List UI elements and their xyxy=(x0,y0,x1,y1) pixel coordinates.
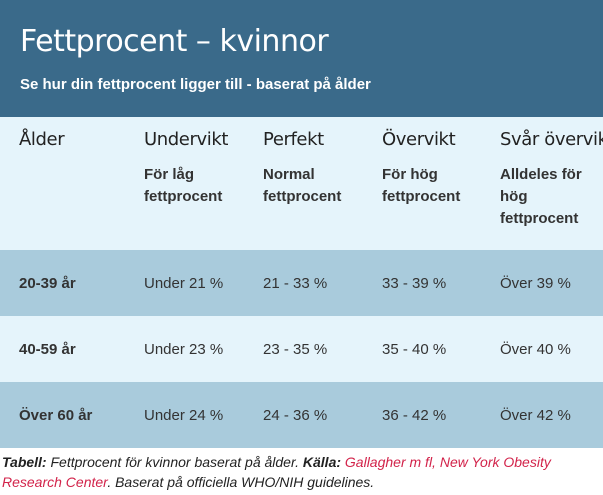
column-header-label: Undervikt xyxy=(144,129,229,150)
column-header-perfect: Perfekt Normal fettprocent xyxy=(244,117,363,250)
caption-source-tail: . Baserat på officiella WHO/NIH guidelin… xyxy=(107,474,375,490)
caption-table-text: Fettprocent för kvinnor baserat på ålder… xyxy=(46,454,303,470)
age-cell: 20-39 år xyxy=(19,274,76,292)
page-subtitle: Se hur din fettprocent ligger till - bas… xyxy=(20,76,371,93)
table-row: 20-39 år Under 21 % 21 - 33 % 33 - 39 % … xyxy=(0,250,603,316)
table-row: Över 60 år Under 24 % 24 - 36 % 36 - 42 … xyxy=(0,382,603,448)
overweight-cell: 35 - 40 % xyxy=(382,340,447,358)
caption-source-label: Källa: xyxy=(302,454,342,470)
table-row: 40-59 år Under 23 % 23 - 35 % 35 - 40 % … xyxy=(0,316,603,382)
overweight-cell: 36 - 42 % xyxy=(382,406,447,424)
severe-overweight-cell: Över 42 % xyxy=(500,406,571,424)
table-header-banner: Fettprocent – kvinnor Se hur din fettpro… xyxy=(0,0,603,117)
page-title: Fettprocent – kvinnor xyxy=(20,24,329,59)
age-cell: 40-59 år xyxy=(19,340,76,358)
severe-overweight-cell: Över 40 % xyxy=(500,340,571,358)
column-header-severe-overweight: Svår övervikt Alldeles för hög fettproce… xyxy=(481,117,603,250)
column-header-label: Ålder xyxy=(19,129,65,150)
column-header-description: Alldeles för hög fettprocent xyxy=(500,166,582,227)
source-link[interactable]: Gallagher m fl, New York Obesity Researc… xyxy=(2,454,551,490)
overweight-cell: 33 - 39 % xyxy=(382,274,447,292)
column-header-label: Övervikt xyxy=(382,129,456,150)
underweight-cell: Under 24 % xyxy=(144,406,224,424)
table-caption: Tabell: Fettprocent för kvinnor baserat … xyxy=(0,448,603,492)
underweight-cell: Under 23 % xyxy=(144,340,224,358)
column-header-underweight: Undervikt För låg fettprocent xyxy=(125,117,244,250)
column-header-overweight: Övervikt För hög fettprocent xyxy=(363,117,481,250)
column-header-label: Perfekt xyxy=(263,129,324,150)
underweight-cell: Under 21 % xyxy=(144,274,224,292)
severe-overweight-cell: Över 39 % xyxy=(500,274,571,292)
perfect-cell: 23 - 35 % xyxy=(263,340,328,358)
column-header-description: För hög fettprocent xyxy=(382,166,461,205)
age-cell: Över 60 år xyxy=(19,406,93,424)
caption-table-label: Tabell: xyxy=(2,454,47,470)
column-header-description: Normal fettprocent xyxy=(263,166,342,205)
column-header-age: Ålder xyxy=(0,117,125,250)
body-fat-table: Ålder Undervikt För låg fettprocent Perf… xyxy=(0,117,603,448)
perfect-cell: 21 - 33 % xyxy=(263,274,328,292)
perfect-cell: 24 - 36 % xyxy=(263,406,328,424)
table-head-row: Ålder Undervikt För låg fettprocent Perf… xyxy=(0,117,603,250)
column-header-label: Svår övervikt xyxy=(500,129,603,150)
column-header-description: För låg fettprocent xyxy=(144,166,223,205)
